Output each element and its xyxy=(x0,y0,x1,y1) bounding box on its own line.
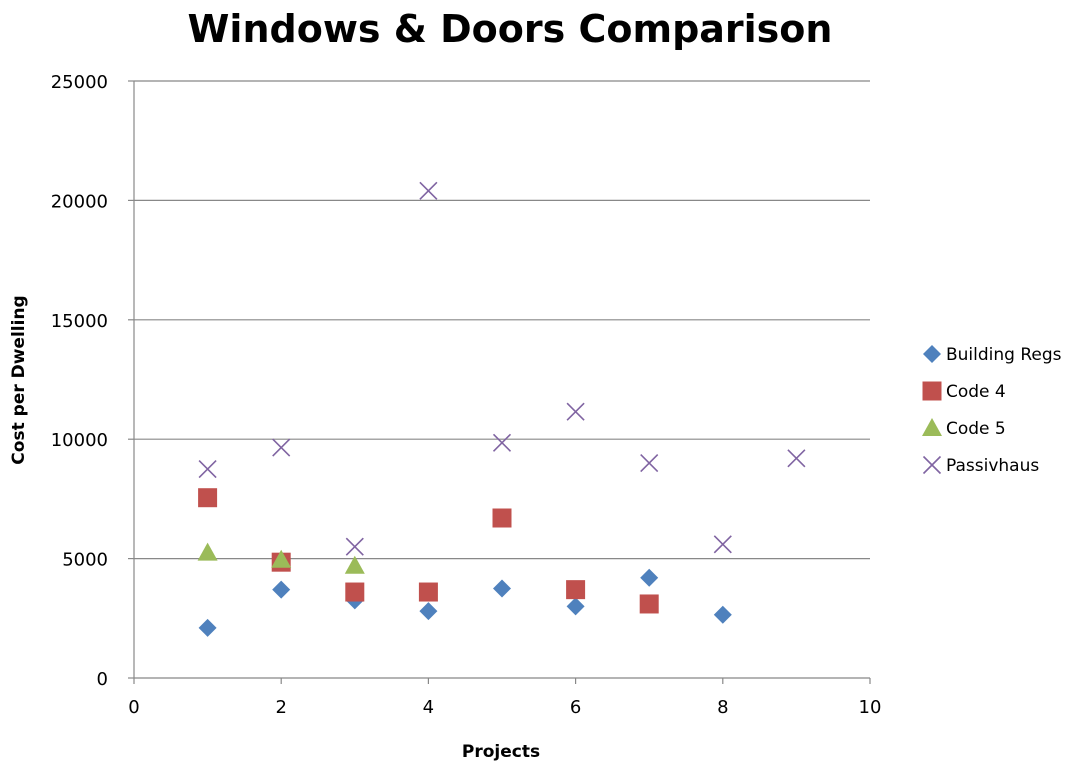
point-passivhaus xyxy=(345,537,364,556)
x-tick-label: 0 xyxy=(128,697,139,718)
legend-marker-building-regs xyxy=(923,345,941,363)
point-building-regs xyxy=(198,618,217,637)
legend-label-passivhaus: Passivhaus xyxy=(946,456,1039,476)
data-points xyxy=(197,181,806,637)
legend-label-code-4: Code 4 xyxy=(946,382,1006,402)
tick-labels: 0 5000 10000 15000 20000 25000 0 2 4 6 8 10 xyxy=(51,72,882,718)
point-building-regs xyxy=(713,605,732,624)
point-building-regs xyxy=(493,579,511,598)
point-passivhaus xyxy=(713,535,732,554)
y-tick-label: 5000 xyxy=(62,550,108,571)
x-axis-title: Projects xyxy=(462,742,540,762)
point-passivhaus xyxy=(492,433,512,452)
legend-marker-passivhaus xyxy=(922,455,942,475)
point-passivhaus xyxy=(419,181,438,200)
y-axis-title: Cost per Dwelling xyxy=(9,295,29,464)
y-tick-label: 15000 xyxy=(51,311,108,332)
y-tick-label: 0 xyxy=(97,669,108,690)
point-code-5 xyxy=(197,542,218,561)
y-tick-label: 20000 xyxy=(51,191,108,212)
legend: Building Regs Code 4 Code 5 Passivhaus xyxy=(922,345,1062,476)
point-building-regs xyxy=(566,597,585,616)
point-passivhaus xyxy=(272,438,291,457)
legend-marker-code-5 xyxy=(922,418,942,436)
point-passivhaus xyxy=(198,459,217,479)
point-building-regs xyxy=(272,580,291,599)
legend-label-building-regs: Building Regs xyxy=(946,345,1062,365)
point-passivhaus xyxy=(787,449,806,468)
point-code-4 xyxy=(198,488,218,508)
legend-marker-code-4 xyxy=(922,381,942,401)
point-code-4 xyxy=(639,594,659,614)
x-tick-label: 2 xyxy=(275,697,286,718)
point-code-4 xyxy=(492,508,512,528)
chart-title: Windows & Doors Comparison xyxy=(188,7,833,51)
x-tick-label: 4 xyxy=(423,697,434,718)
x-tick-label: 8 xyxy=(717,697,728,718)
y-tick-label: 10000 xyxy=(51,430,108,451)
point-code-4 xyxy=(418,582,438,602)
gridlines xyxy=(134,80,870,560)
x-tick-label: 10 xyxy=(859,697,882,718)
y-tick-label: 25000 xyxy=(51,72,108,93)
x-tick-label: 6 xyxy=(570,697,581,718)
point-building-regs xyxy=(419,602,438,621)
legend-label-code-5: Code 5 xyxy=(946,419,1006,439)
point-code-4 xyxy=(345,582,365,602)
point-passivhaus xyxy=(566,402,585,421)
point-code-5 xyxy=(271,549,292,568)
axes xyxy=(128,80,871,684)
point-passivhaus xyxy=(640,454,659,473)
point-code-4 xyxy=(566,580,586,600)
point-code-5 xyxy=(344,555,365,574)
point-building-regs xyxy=(640,568,659,587)
